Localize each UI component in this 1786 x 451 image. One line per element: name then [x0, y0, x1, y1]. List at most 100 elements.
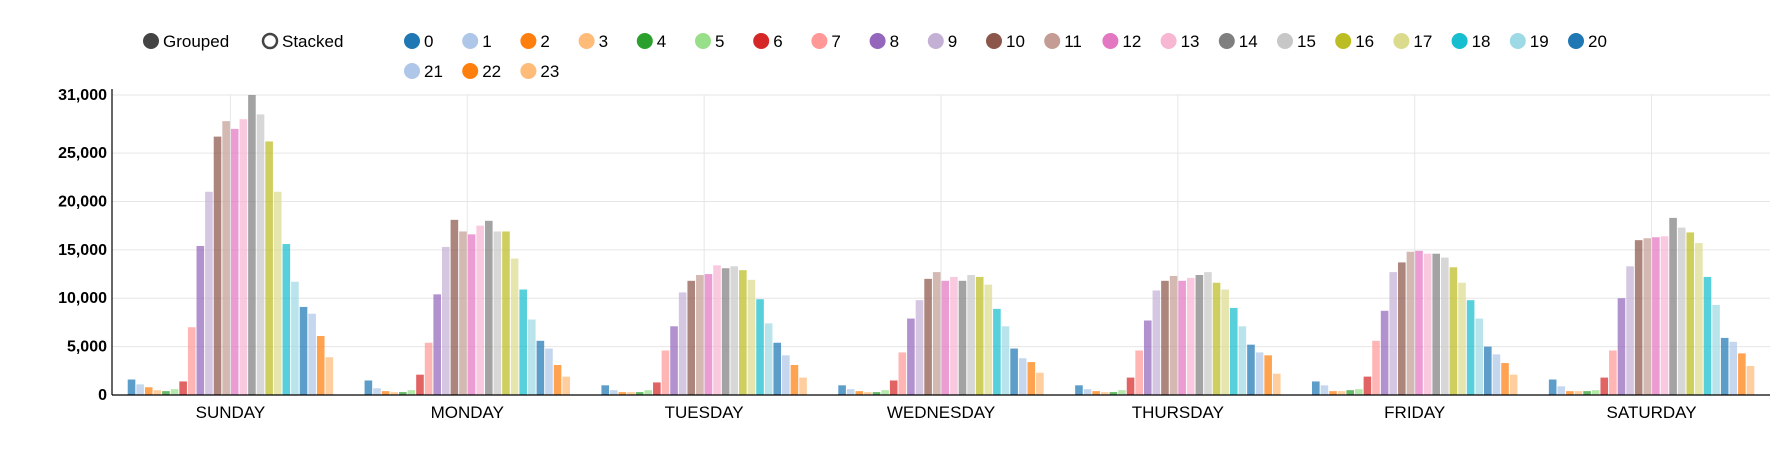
bar-wednesday-hour-3[interactable] — [864, 392, 872, 395]
legend-label-0[interactable]: 0 — [424, 32, 433, 51]
bar-friday-hour-15[interactable] — [1441, 257, 1449, 395]
legend-label-13[interactable]: 13 — [1181, 32, 1200, 51]
legend-swatch-2[interactable] — [520, 33, 537, 49]
bar-tuesday-hour-1[interactable] — [610, 390, 618, 395]
legend-swatch-7[interactable] — [811, 33, 828, 49]
legend-label-7[interactable]: 7 — [831, 32, 840, 51]
legend-label-17[interactable]: 17 — [1413, 32, 1432, 51]
legend-label-10[interactable]: 10 — [1006, 32, 1025, 51]
bar-saturday-hour-3[interactable] — [1574, 391, 1583, 395]
bar-monday-hour-7[interactable] — [424, 342, 433, 395]
bar-saturday-hour-15[interactable] — [1677, 227, 1686, 395]
legend-label-22[interactable]: 22 — [482, 62, 501, 81]
bar-monday-hour-12[interactable] — [467, 234, 476, 395]
legend-label-9[interactable]: 9 — [948, 32, 957, 51]
bar-saturday-hour-6[interactable] — [1600, 377, 1609, 395]
legend-label-20[interactable]: 20 — [1588, 32, 1607, 51]
legend-swatch-19[interactable] — [1509, 33, 1526, 49]
bar-tuesday-hour-12[interactable] — [704, 274, 713, 395]
bar-monday-hour-2[interactable] — [381, 391, 390, 395]
grouped-radio[interactable]: Grouped — [143, 32, 229, 51]
legend-swatch-18[interactable] — [1451, 33, 1468, 49]
bar-sunday-hour-3[interactable] — [153, 390, 162, 395]
bar-monday-hour-14[interactable] — [484, 220, 493, 395]
bar-thursday-hour-19[interactable] — [1238, 326, 1247, 395]
legend-label-3[interactable]: 3 — [599, 32, 608, 51]
bar-monday-hour-13[interactable] — [476, 225, 484, 395]
bar-monday-hour-3[interactable] — [390, 392, 398, 395]
bar-tuesday-hour-7[interactable] — [661, 350, 670, 395]
bar-monday-hour-20[interactable] — [536, 340, 545, 395]
bar-sunday-hour-15[interactable] — [256, 114, 265, 396]
bar-monday-hour-1[interactable] — [373, 388, 381, 395]
legend-item-13[interactable]: 13 — [1160, 32, 1200, 51]
bar-friday-hour-11[interactable] — [1406, 251, 1415, 395]
bar-sunday-hour-5[interactable] — [170, 389, 179, 395]
legend-swatch-17[interactable] — [1393, 33, 1410, 49]
bar-wednesday-hour-2[interactable] — [855, 391, 864, 395]
bar-saturday-hour-1[interactable] — [1557, 386, 1566, 395]
bar-monday-hour-22[interactable] — [553, 365, 562, 395]
bar-wednesday-hour-17[interactable] — [984, 284, 993, 395]
bar-saturday-hour-5[interactable] — [1591, 390, 1600, 395]
bar-sunday-hour-7[interactable] — [187, 327, 196, 395]
bar-thursday-hour-2[interactable] — [1092, 391, 1100, 395]
bar-friday-hour-5[interactable] — [1355, 389, 1363, 395]
legend-swatch-13[interactable] — [1160, 33, 1177, 49]
bar-sunday-hour-2[interactable] — [144, 387, 153, 395]
legend-item-6[interactable]: 6 — [753, 32, 783, 51]
bar-friday-hour-10[interactable] — [1398, 262, 1406, 395]
bar-tuesday-hour-4[interactable] — [635, 392, 644, 395]
bar-sunday-hour-23[interactable] — [325, 357, 334, 395]
legend-swatch-3[interactable] — [578, 33, 595, 49]
bar-tuesday-hour-15[interactable] — [730, 266, 739, 395]
legend-label-15[interactable]: 15 — [1297, 32, 1316, 51]
legend-label-12[interactable]: 12 — [1122, 32, 1141, 51]
legend-item-5[interactable]: 5 — [695, 32, 724, 51]
bar-thursday-hour-17[interactable] — [1221, 289, 1229, 395]
bar-wednesday-hour-7[interactable] — [898, 352, 907, 395]
legend-swatch-21[interactable] — [404, 63, 420, 79]
bar-tuesday-hour-3[interactable] — [627, 392, 635, 395]
bar-monday-hour-18[interactable] — [519, 289, 527, 395]
bar-tuesday-hour-19[interactable] — [764, 323, 773, 395]
bar-friday-hour-4[interactable] — [1346, 390, 1355, 395]
bar-sunday-hour-1[interactable] — [136, 384, 144, 395]
bar-tuesday-hour-2[interactable] — [618, 392, 627, 395]
bar-sunday-hour-13[interactable] — [239, 119, 248, 396]
bar-friday-hour-16[interactable] — [1449, 267, 1458, 395]
bar-saturday-hour-22[interactable] — [1738, 353, 1746, 395]
legend-item-3[interactable]: 3 — [578, 32, 608, 51]
legend-item-20[interactable]: 20 — [1568, 32, 1607, 51]
grouped-radio-label[interactable]: Grouped — [163, 32, 229, 51]
bar-thursday-hour-12[interactable] — [1178, 280, 1186, 395]
bar-monday-hour-5[interactable] — [407, 390, 416, 395]
bar-wednesday-hour-11[interactable] — [932, 272, 941, 395]
bar-saturday-hour-10[interactable] — [1634, 240, 1643, 395]
legend-swatch-10[interactable] — [986, 33, 1002, 49]
bar-sunday-hour-6[interactable] — [179, 381, 187, 395]
bar-wednesday-hour-5[interactable] — [881, 390, 889, 395]
bar-saturday-hour-11[interactable] — [1643, 238, 1652, 395]
bar-wednesday-hour-13[interactable] — [950, 276, 958, 395]
bar-saturday-hour-18[interactable] — [1703, 276, 1712, 395]
bar-sunday-hour-8[interactable] — [196, 245, 205, 395]
bar-wednesday-hour-0[interactable] — [838, 385, 846, 395]
legend-label-18[interactable]: 18 — [1472, 32, 1491, 51]
bar-saturday-hour-8[interactable] — [1617, 298, 1626, 395]
legend-item-10[interactable]: 10 — [986, 32, 1025, 51]
bar-sunday-hour-22[interactable] — [316, 335, 325, 395]
bar-friday-hour-1[interactable] — [1320, 385, 1329, 395]
legend-item-7[interactable]: 7 — [811, 32, 841, 51]
grouped-radio-indicator[interactable] — [143, 33, 159, 49]
legend-item-11[interactable]: 11 — [1044, 32, 1082, 51]
bar-sunday-hour-19[interactable] — [291, 281, 299, 395]
bar-thursday-hour-18[interactable] — [1229, 307, 1238, 395]
bar-saturday-hour-0[interactable] — [1548, 379, 1557, 395]
bar-friday-hour-3[interactable] — [1337, 391, 1346, 395]
legend-item-8[interactable]: 8 — [869, 32, 899, 51]
bar-monday-hour-10[interactable] — [450, 219, 459, 395]
stacked-radio[interactable]: Stacked — [261, 32, 343, 51]
legend-label-4[interactable]: 4 — [657, 32, 666, 51]
bar-sunday-hour-18[interactable] — [282, 244, 291, 395]
